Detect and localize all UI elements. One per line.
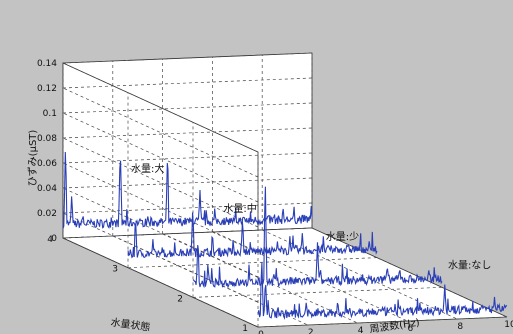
grid-lines — [62, 52, 508, 328]
x-tick-label: 4 — [358, 326, 364, 334]
series-label: 水量:大 — [131, 162, 164, 175]
y-tick-label: 4 — [47, 235, 53, 245]
y-axis-label: 水量状態 — [110, 315, 151, 333]
z-tick-label: 0.08 — [37, 134, 57, 144]
z-tick-label: 0.1 — [43, 109, 57, 119]
series-line-level-4 — [62, 151, 313, 229]
series-label: 水量:なし — [448, 260, 491, 272]
x-tick-label: 0 — [258, 330, 264, 334]
series-traces: 水量:大水量:中水量:少水量:なし — [62, 151, 508, 320]
z-tick-label: 0.02 — [37, 209, 57, 219]
y-tick-label: 2 — [177, 294, 183, 304]
x-tick-label: 2 — [308, 328, 314, 334]
series-line-level-1 — [257, 262, 508, 320]
z-tick-label: 0.04 — [37, 184, 57, 194]
z-tick-label: 0.12 — [37, 84, 57, 94]
y-tick-label: 1 — [242, 324, 248, 334]
y-tick-label: 3 — [112, 265, 118, 275]
x-tick-label: 10 — [504, 320, 513, 330]
series-line-level-3 — [127, 212, 378, 259]
tick-labels: 00.020.040.060.080.10.120.1402468101234 — [37, 59, 513, 334]
z-axis-label: ひずみ(μST) — [27, 130, 39, 187]
z-tick-label: 0.06 — [37, 159, 57, 169]
series-line-level-2 — [192, 186, 443, 289]
axes-panes — [62, 52, 508, 328]
z-tick-label: 0.14 — [37, 59, 57, 69]
series-label: 水量:少 — [326, 231, 359, 243]
series-label: 水量:中 — [223, 202, 256, 215]
z-tick-label: 0 — [51, 234, 57, 244]
x-tick-label: 8 — [457, 322, 463, 332]
x-tick-label: 6 — [408, 324, 414, 334]
